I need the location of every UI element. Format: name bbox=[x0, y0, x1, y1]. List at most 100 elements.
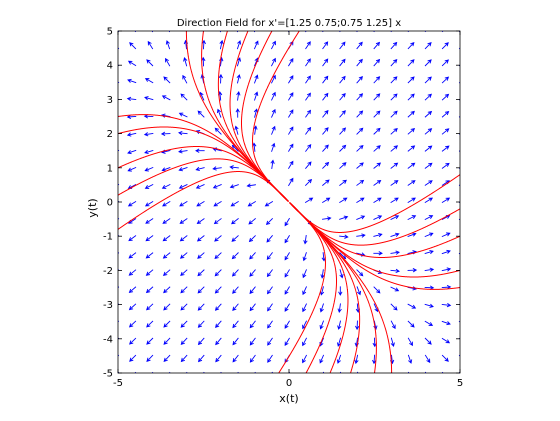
field-arrow bbox=[356, 41, 363, 50]
field-arrow bbox=[232, 286, 239, 294]
field-arrow bbox=[246, 183, 256, 188]
field-arrow bbox=[129, 354, 137, 362]
field-arrow bbox=[163, 337, 171, 345]
field-arrow bbox=[236, 57, 242, 67]
field-arrow bbox=[322, 58, 329, 67]
field-arrow bbox=[180, 303, 188, 311]
field-arrow bbox=[288, 126, 294, 135]
field-arrow bbox=[197, 269, 205, 277]
field-arrow bbox=[302, 269, 307, 279]
field-arrow bbox=[373, 197, 382, 203]
field-arrow bbox=[390, 93, 398, 101]
field-arrow bbox=[390, 180, 399, 186]
field-arrow bbox=[305, 41, 311, 50]
trajectory-line bbox=[217, 31, 289, 202]
field-arrow bbox=[339, 269, 344, 279]
field-arrow bbox=[216, 108, 222, 118]
field-arrow bbox=[144, 78, 154, 84]
field-arrow bbox=[302, 354, 308, 364]
field-arrow bbox=[232, 320, 239, 329]
field-arrow bbox=[305, 109, 312, 118]
field-arrow bbox=[441, 110, 450, 118]
field-arrow bbox=[407, 215, 417, 221]
field-arrow bbox=[247, 201, 256, 207]
field-arrow bbox=[441, 128, 450, 135]
field-arrow bbox=[373, 179, 382, 186]
field-arrow bbox=[305, 126, 312, 135]
field-arrow bbox=[373, 145, 381, 152]
field-arrow bbox=[424, 128, 433, 135]
field-arrow bbox=[127, 201, 137, 207]
field-arrow bbox=[266, 286, 273, 295]
field-arrow bbox=[322, 179, 330, 186]
field-arrow bbox=[178, 112, 188, 118]
field-arrow bbox=[230, 201, 239, 207]
field-arrow bbox=[161, 183, 171, 189]
field-arrow bbox=[146, 59, 154, 67]
field-arrow bbox=[163, 320, 171, 328]
trajectory-line bbox=[289, 174, 460, 233]
field-arrow bbox=[407, 162, 416, 169]
field-arrow bbox=[336, 337, 342, 347]
field-arrow bbox=[215, 337, 222, 346]
field-arrow bbox=[373, 162, 382, 169]
field-arrow bbox=[249, 252, 256, 260]
field-arrow bbox=[441, 76, 450, 84]
field-arrow bbox=[182, 74, 188, 84]
field-arrow bbox=[284, 303, 290, 312]
field-arrow bbox=[373, 93, 381, 101]
field-arrow bbox=[390, 286, 400, 292]
field-arrow bbox=[288, 57, 294, 67]
field-arrow bbox=[356, 93, 364, 101]
field-arrow bbox=[390, 320, 396, 330]
field-arrow bbox=[322, 197, 331, 203]
field-arrow bbox=[126, 132, 137, 137]
field-arrow bbox=[305, 161, 312, 169]
field-arrow bbox=[232, 337, 239, 346]
field-arrow bbox=[407, 268, 418, 273]
field-arrow bbox=[390, 268, 400, 274]
plot-content bbox=[118, 31, 460, 373]
field-arrow bbox=[271, 91, 276, 101]
field-arrow bbox=[356, 179, 365, 186]
field-arrow bbox=[288, 143, 294, 152]
field-arrow bbox=[236, 74, 241, 84]
field-arrow bbox=[354, 354, 359, 365]
field-arrow bbox=[302, 320, 308, 330]
field-arrow bbox=[424, 180, 433, 186]
field-arrow bbox=[356, 75, 363, 84]
field-arrow bbox=[178, 167, 188, 172]
field-arrow bbox=[214, 235, 222, 242]
field-arrow bbox=[355, 320, 360, 331]
field-arrow bbox=[197, 320, 205, 328]
field-arrow bbox=[197, 337, 205, 346]
field-arrow bbox=[196, 235, 205, 242]
field-arrow bbox=[253, 125, 258, 135]
field-arrow bbox=[197, 110, 205, 118]
field-arrow bbox=[179, 218, 188, 224]
field-arrow bbox=[143, 132, 154, 137]
field-arrow bbox=[441, 145, 450, 152]
field-arrow bbox=[424, 42, 432, 50]
field-arrow bbox=[144, 183, 154, 189]
field-arrow bbox=[144, 166, 154, 172]
field-arrow bbox=[270, 40, 276, 50]
field-arrow bbox=[284, 217, 290, 227]
field-arrow bbox=[267, 320, 273, 329]
field-arrow bbox=[407, 145, 416, 152]
field-arrow bbox=[304, 197, 314, 203]
field-arrow bbox=[229, 165, 239, 170]
field-arrow bbox=[288, 160, 294, 169]
field-arrow bbox=[128, 320, 137, 328]
field-arrow bbox=[441, 249, 451, 255]
trajectory-line bbox=[118, 171, 289, 230]
x-tick-label: -5 bbox=[113, 378, 123, 389]
field-arrow bbox=[424, 145, 433, 152]
field-arrow bbox=[219, 39, 224, 50]
field-arrow bbox=[231, 269, 239, 277]
field-arrow bbox=[390, 250, 400, 255]
field-arrow bbox=[214, 303, 222, 311]
field-arrow bbox=[248, 235, 256, 243]
field-arrow bbox=[373, 232, 383, 238]
field-arrow bbox=[441, 93, 450, 101]
